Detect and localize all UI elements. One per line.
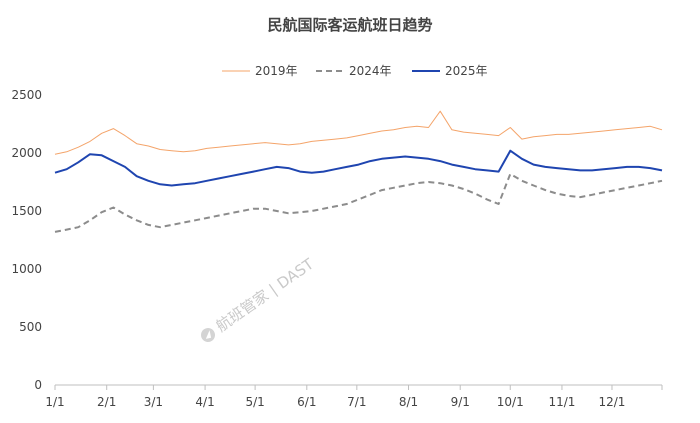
plane-icon	[205, 330, 212, 339]
series-line-2025年	[54, 149, 663, 187]
x-tick-label: 3/1	[144, 395, 163, 409]
x-tick-label: 12/1	[598, 395, 625, 409]
x-tick-label: 5/1	[245, 395, 264, 409]
legend-label: 2024年	[349, 64, 392, 78]
y-tick-label: 1500	[11, 204, 42, 218]
x-tick-label: 4/1	[195, 395, 214, 409]
y-tick-label: 2500	[11, 88, 42, 102]
series-layer	[54, 110, 663, 233]
x-axis: 1/1 2/1 3/1 4/1 5/1 6/1 7/1 8/1 9/1 10/1 11/1 12/1	[45, 384, 663, 409]
y-tick-label: 2000	[11, 146, 42, 160]
watermark-text: 航班管家 | DAST	[213, 254, 318, 335]
x-tick-label: 6/1	[297, 395, 316, 409]
legend-label: 2019年	[255, 64, 298, 78]
y-axis: 0 500 1000 1500 2000 2500	[11, 88, 42, 392]
x-tick-label: 2/1	[97, 395, 116, 409]
x-tick-label: 7/1	[347, 395, 366, 409]
chart-legend: 2019年 2024年 2025年	[222, 64, 488, 78]
x-tick-label: 8/1	[399, 395, 418, 409]
x-tick-label: 9/1	[451, 395, 470, 409]
x-tick-label: 10/1	[497, 395, 524, 409]
y-tick-label: 0	[34, 378, 42, 392]
x-tick-label: 1/1	[45, 395, 64, 409]
x-tick-label: 11/1	[548, 395, 575, 409]
series-line-2024年	[54, 172, 663, 233]
series-line-2019年	[54, 110, 663, 155]
chart-title: 民航国际客运航班日趋势	[267, 16, 432, 34]
legend-label: 2025年	[445, 64, 488, 78]
y-tick-label: 500	[19, 320, 42, 334]
watermark: 航班管家 | DAST	[201, 254, 318, 342]
y-tick-label: 1000	[11, 262, 42, 276]
